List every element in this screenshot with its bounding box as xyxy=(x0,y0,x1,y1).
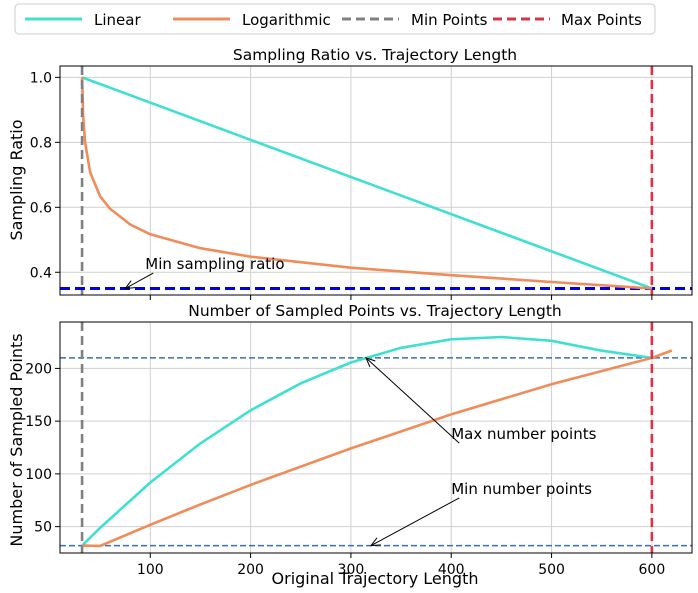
legend-item-min-points: Min Points xyxy=(342,11,488,29)
legend-item-linear: Linear xyxy=(25,11,141,29)
y-tick-label: 150 xyxy=(25,414,52,430)
y-axis-label: Sampling Ratio xyxy=(7,119,26,240)
y-tick-label: 0.4 xyxy=(30,265,52,281)
legend: Linear Logarithmic Min Points Max Points xyxy=(14,3,656,35)
legend-label-min-points: Min Points xyxy=(411,11,488,29)
x-tick-label: 200 xyxy=(237,562,264,578)
x-tick-label: 600 xyxy=(639,562,666,578)
annotation-arrowhead xyxy=(365,357,376,368)
series-line-linear xyxy=(81,76,653,290)
chart-title: Sampling Ratio vs. Trajectory Length xyxy=(233,46,517,64)
legend-label-max-points: Max Points xyxy=(561,11,642,29)
legend-label-logarithmic: Logarithmic xyxy=(242,11,331,29)
plot-area: Min sampling ratio 0.4 0.6 0.8 1.0 xyxy=(30,65,693,300)
series-line-logarithmic xyxy=(80,77,652,290)
x-tick-label: 400 xyxy=(438,562,465,578)
annotation-arrow xyxy=(370,497,460,547)
legend-item-logarithmic: Logarithmic xyxy=(173,11,331,29)
y-tick-label: 0.8 xyxy=(30,135,52,151)
y-tick-label: 100 xyxy=(25,467,52,483)
annotation-label: Min number points xyxy=(451,480,592,498)
series-line-logarithmic xyxy=(82,349,673,548)
annotation-label: Max number points xyxy=(451,425,596,443)
chart-title: Number of Sampled Points vs. Trajectory … xyxy=(188,302,561,320)
plot-area: Max number points Min number points 50 100 1… xyxy=(25,321,693,578)
x-tick-label: 300 xyxy=(338,562,365,578)
x-axis-label: Original Trajectory Length xyxy=(272,569,479,588)
y-tick-label: 50 xyxy=(34,520,52,536)
annotation-arrow xyxy=(124,272,154,289)
axes-frame xyxy=(59,65,693,296)
legend-item-max-points: Max Points xyxy=(493,11,642,29)
y-tick-label: 1.0 xyxy=(30,70,52,86)
annotation-arrowhead xyxy=(369,537,381,547)
legend-frame xyxy=(14,3,656,35)
x-tick-label: 100 xyxy=(137,562,164,578)
y-tick-label: 200 xyxy=(25,361,52,377)
annotation-arrowhead xyxy=(124,280,136,290)
axes-frame xyxy=(59,321,693,554)
annotation-arrow xyxy=(365,357,460,444)
subplot-bottom: Number of Sampled Points vs. Trajectory … xyxy=(7,302,693,588)
y-tick-label: 0.6 xyxy=(30,200,52,216)
annotation-label: Min sampling ratio xyxy=(145,255,284,273)
x-tick-label: 500 xyxy=(538,562,565,578)
series-line-linear xyxy=(81,335,653,547)
subplot-top: Sampling Ratio vs. Trajectory Length Sam… xyxy=(7,46,693,300)
y-axis-label: Number of Sampled Points xyxy=(7,333,26,546)
legend-label-linear: Linear xyxy=(94,11,141,29)
